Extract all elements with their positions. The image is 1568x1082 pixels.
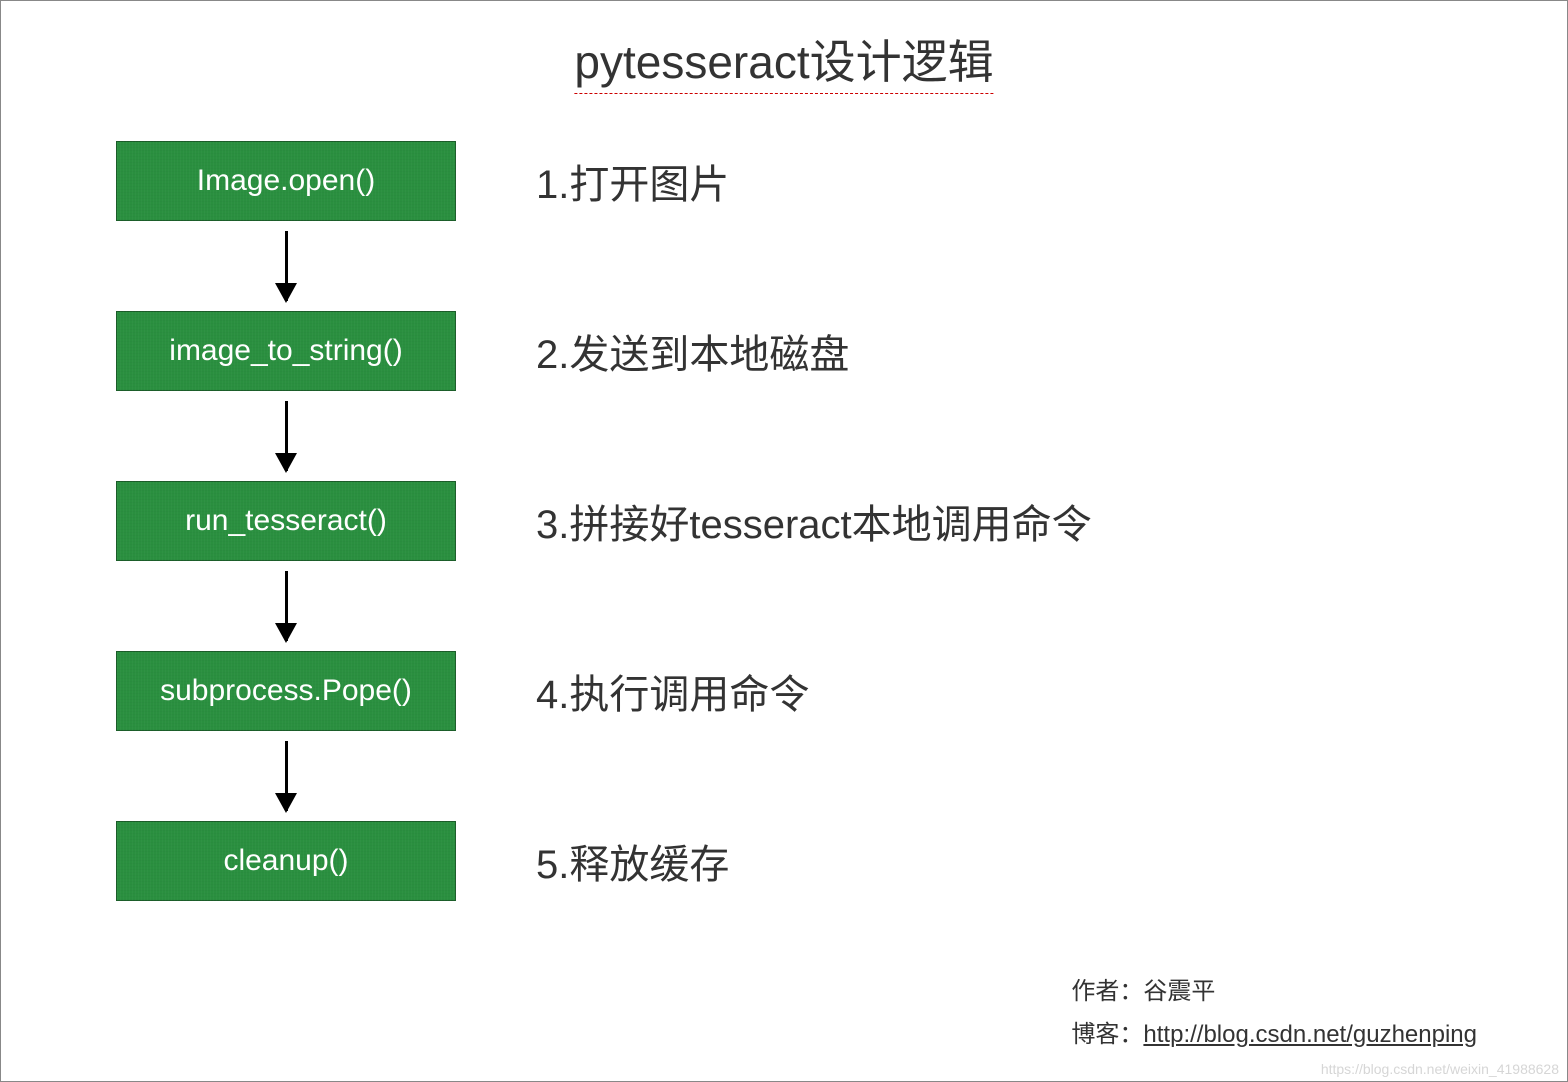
flow-node-cleanup: cleanup() bbox=[116, 821, 456, 901]
diagram-title: pytesseract设计逻辑 bbox=[574, 26, 993, 94]
flow-desc: 1.打开图片 bbox=[536, 152, 729, 210]
flow-node-run-tesseract: run_tesseract() bbox=[116, 481, 456, 561]
flow-step: subprocess.Pope() 4.执行调用命令 bbox=[116, 651, 1316, 731]
footer: 作者：谷震平 博客：http://blog.csdn.net/guzhenpin… bbox=[1071, 970, 1477, 1056]
flow-desc: 3.拼接好tesseract本地调用命令 bbox=[536, 492, 1092, 550]
flow-desc: 5.释放缓存 bbox=[536, 832, 729, 890]
flow-step: image_to_string() 2.发送到本地磁盘 bbox=[116, 311, 1316, 391]
flow-arrow bbox=[116, 561, 456, 651]
watermark: https://blog.csdn.net/weixin_41988628 bbox=[1321, 1061, 1559, 1077]
flow-desc: 4.执行调用命令 bbox=[536, 662, 809, 720]
flow-step: cleanup() 5.释放缓存 bbox=[116, 821, 1316, 901]
blog-line: 博客：http://blog.csdn.net/guzhenping bbox=[1071, 1013, 1477, 1056]
author-label: 作者： bbox=[1071, 978, 1143, 1005]
flow-node-image-to-string: image_to_string() bbox=[116, 311, 456, 391]
flow-arrow bbox=[116, 391, 456, 481]
flow-arrow bbox=[116, 221, 456, 311]
flow-desc: 2.发送到本地磁盘 bbox=[536, 322, 849, 380]
flow-step: run_tesseract() 3.拼接好tesseract本地调用命令 bbox=[116, 481, 1316, 561]
blog-label: 博客： bbox=[1071, 1021, 1143, 1048]
flow-step: Image.open() 1.打开图片 bbox=[116, 141, 1316, 221]
blog-url: http://blog.csdn.net/guzhenping bbox=[1143, 1021, 1477, 1048]
flow-node-subprocess-pope: subprocess.Pope() bbox=[116, 651, 456, 731]
flow-arrow bbox=[116, 731, 456, 821]
flowchart: Image.open() 1.打开图片 image_to_string() 2.… bbox=[116, 141, 1316, 901]
flow-node-image-open: Image.open() bbox=[116, 141, 456, 221]
author-line: 作者：谷震平 bbox=[1071, 970, 1477, 1013]
author-name: 谷震平 bbox=[1143, 978, 1215, 1005]
